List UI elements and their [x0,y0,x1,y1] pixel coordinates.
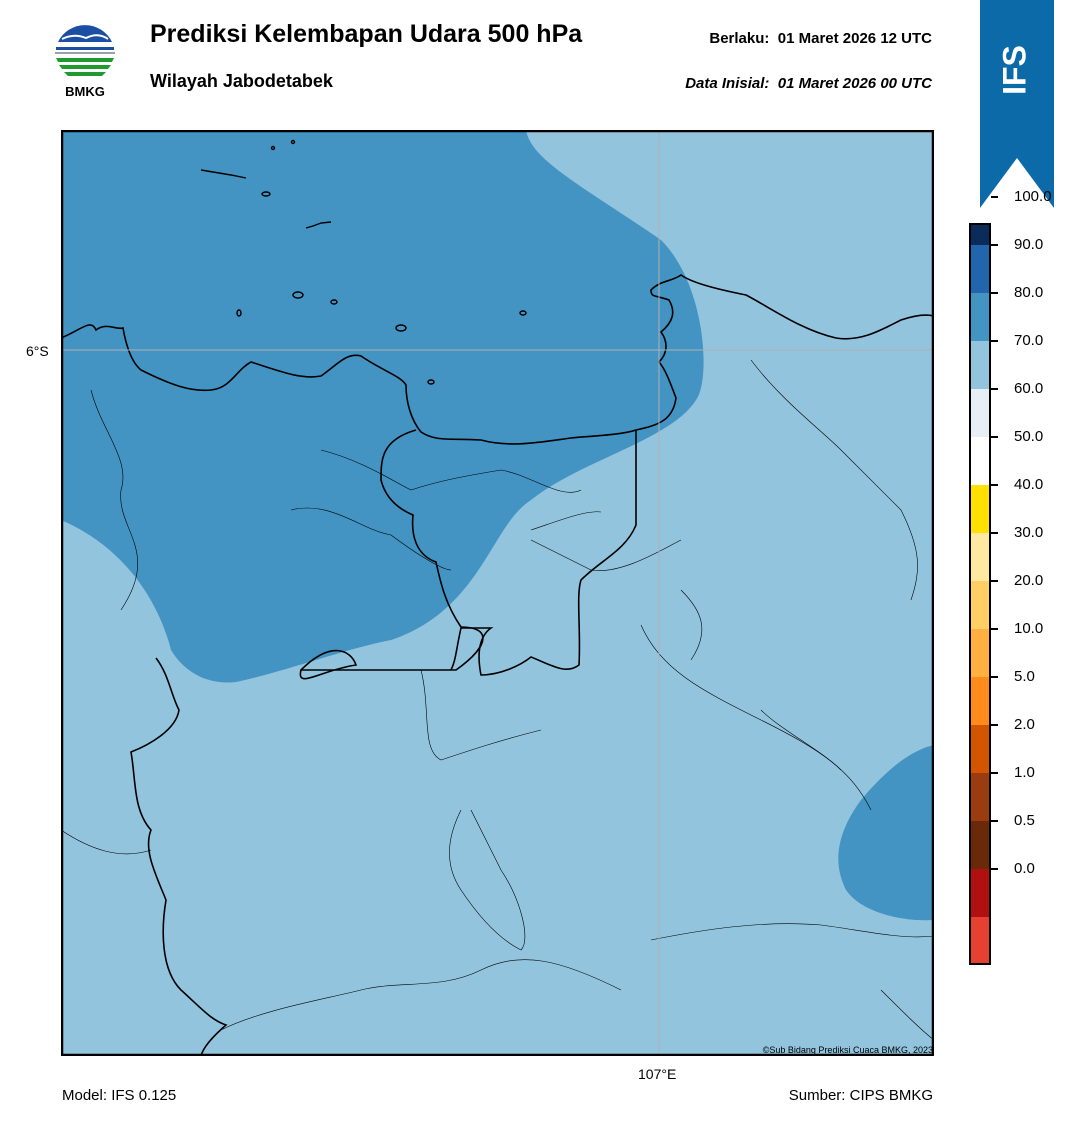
colorbar-tick-label: 2.0 [1014,716,1035,733]
lat-label: 6°S [26,343,49,359]
valid-label: Berlaku: [709,30,770,47]
map-frame [61,130,934,1056]
colorbar-tick-label: 70.0 [1014,332,1044,349]
colorbar-tick-label: 100.0 [1014,188,1052,205]
colorbar-band [969,773,991,821]
humidity-zone-70-80-southeast [838,745,934,921]
colorbar-band [969,485,991,533]
colorbar-tick [991,580,998,582]
colorbar-tick-label: 80.0 [1014,284,1044,301]
colorbar-tick-label: 0.0 [1014,860,1035,877]
init-time: Data Inisial: 01 Maret 2026 00 UTC [685,75,932,92]
colorbar-tick [991,244,998,246]
colorbar-band [969,821,991,869]
colorbar-tick [991,532,998,534]
colorbar-band [969,245,991,293]
colorbar-tick-label: 50.0 [1014,428,1044,445]
valid-time: Berlaku: 01 Maret 2026 12 UTC [709,30,932,47]
colorbar-band [969,533,991,581]
source-label: Sumber: CIPS BMKG [788,1087,933,1104]
lon-label: 107°E [638,1066,677,1082]
thousand-islands [200,139,527,385]
colorbar-tick [991,820,998,822]
colorbar-band [969,341,991,389]
humidity-map [61,130,934,1056]
colorbar-tick-label: 30.0 [1014,524,1044,541]
logo-text: BMKG [65,84,105,99]
colorbar-band [969,389,991,437]
page-subtitle: Wilayah Jabodetabek [150,71,333,91]
colorbar-tick [991,772,998,774]
map-credit: ©Sub Bidang Prediksi Cuaca BMKG, 2023 [762,1045,933,1055]
colorbar-tick [991,868,998,870]
ifs-ribbon-text: IFS [996,45,1032,95]
colorbar-tick [991,340,998,342]
colorbar-band [969,293,991,341]
colorbar-tick [991,388,998,390]
colorbar-tick [991,196,998,198]
colorbar-band [969,223,991,245]
valid-value: 01 Maret 2026 12 UTC [777,30,932,47]
colorbar-frame [969,223,991,965]
colorbar-tick [991,436,998,438]
colorbar-tick-label: 90.0 [1014,236,1044,253]
jakarta-border [299,429,484,680]
init-value: 01 Maret 2026 00 UTC [777,75,932,92]
colorbar-tick-label: 40.0 [1014,476,1044,493]
colorbar-tick [991,628,998,630]
colorbar-tick [991,292,998,294]
regency-borders [61,359,934,1041]
colorbar-tick [991,724,998,726]
colorbar-tick [991,484,998,486]
colorbar-tick-label: 10.0 [1014,620,1044,637]
model-label: Model: IFS 0.125 [62,1087,177,1104]
colorbar [969,223,991,965]
ifs-ribbon-label: IFS [996,45,1032,95]
colorbar-band [969,629,991,677]
humidity-zone-70-80-north [61,130,704,683]
colorbar-band [969,869,991,917]
page-title: Prediksi Kelembapan Udara 500 hPa [150,20,583,48]
province-border [130,657,228,1056]
colorbar-tick-label: 60.0 [1014,380,1044,397]
init-label: Data Inisial: [685,75,770,92]
colorbar-tick-label: 20.0 [1014,572,1044,589]
colorbar-tick-label: 0.5 [1014,812,1035,829]
colorbar-tick-label: 1.0 [1014,764,1035,781]
north-coastline [61,274,934,445]
ifs-ribbon [980,0,1054,208]
bmkg-logo-icon [55,22,115,82]
colorbar-tick-label: 5.0 [1014,668,1035,685]
colorbar-band [969,581,991,629]
colorbar-band [969,917,991,965]
colorbar-band [969,725,991,773]
banten-jabar-border [450,430,637,676]
colorbar-tick [991,676,998,678]
colorbar-band [969,437,991,485]
colorbar-band [969,677,991,725]
